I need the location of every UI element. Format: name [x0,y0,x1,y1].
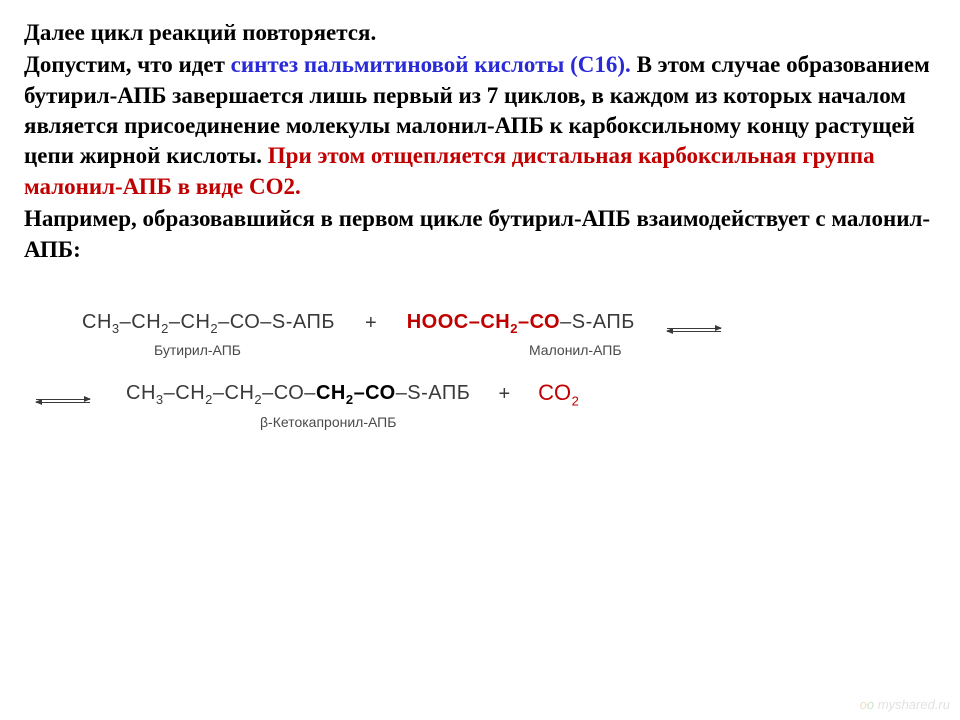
label-butyryl: Бутирил-АПБ [154,342,241,358]
f: СО [538,380,572,405]
arrow-left-icon [36,402,90,403]
arrow-right-icon [36,399,90,400]
text: Например, образовавшийся в первом цикле … [24,206,930,261]
reaction-row-2: СН3–СН2–СН2–СО–СН2–СО–S-АПБ + СО2 [24,380,936,408]
arrow-right-icon [667,328,721,329]
arrow-left-icon [667,331,721,332]
wm-o1: o [860,697,867,712]
plus-sign: + [470,383,538,406]
sub: 2 [254,392,262,407]
f: СН [316,382,346,404]
equilibrium-icon [667,328,721,332]
f: –СН [213,382,255,404]
text-part-a: Допустим, что идет [24,52,231,77]
spacer [241,342,529,358]
f: СН [126,382,156,404]
frag-bold: СН2–СО [316,382,396,404]
frag: НООС–СН [407,311,511,333]
label-malonyl: Малонил-АПБ [529,342,622,358]
f: –СН [164,382,206,404]
frag: –СН [169,311,211,333]
ketocapronyl-formula: СН3–СН2–СН2–СО–СН2–СО–S-АПБ [126,382,470,407]
frag: –СО [518,311,560,333]
sub: 2 [346,392,354,407]
equilibrium-arrows [30,383,96,406]
sub: 2 [161,321,169,336]
frag-red: НООС–СН2–СО [407,311,560,333]
reaction-block: СН3–СН2–СН2–СО–S-АПБ + НООС–СН2–СО–S-АПБ… [24,311,936,430]
f: –СО– [262,382,316,404]
butyryl-formula: СН3–СН2–СН2–СО–S-АПБ [82,311,335,336]
intro-line-1: Далее цикл реакций повторяется. [24,18,936,48]
intro-block: Допустим, что идет синтез пальмитиновой … [24,50,936,202]
frag: –СО–S-АПБ [218,311,335,333]
reaction-row-1: СН3–СН2–СН2–СО–S-АПБ + НООС–СН2–СО–S-АПБ [24,311,936,336]
reaction-labels-1: Бутирил-АПБ Малонил-АПБ [24,342,936,358]
f: –СО [354,382,396,404]
sub: 2 [205,392,213,407]
frag: СН [82,311,112,333]
equilibrium-icon [36,399,90,403]
reaction-labels-2: β-Кетокапронил-АПБ [24,414,936,430]
intro-line-3: Например, образовавшийся в первом цикле … [24,204,936,265]
sub: 3 [156,392,164,407]
equilibrium-arrows [661,312,727,335]
frag: –СН [120,311,162,333]
wm-text: myshared.ru [874,697,950,712]
frag-tail: –S-АПБ [396,382,471,404]
label-ketocapronyl: β-Кетокапронил-АПБ [260,414,396,430]
text-part-b: синтез пальмитиновой кислоты (С16). [231,52,631,77]
co2-formula: СО2 [538,380,579,408]
watermark: oo myshared.ru [860,697,950,712]
text: Далее цикл реакций повторяется. [24,20,376,45]
frag-tail: –S-АПБ [560,311,635,333]
frag: СН3–СН2–СН2–СО– [126,382,316,404]
sub: 2 [510,321,518,336]
plus-sign: + [335,312,407,335]
malonyl-formula: НООС–СН2–СО–S-АПБ [407,311,635,336]
sub: 2 [210,321,218,336]
sub: 2 [572,393,580,408]
sub: 3 [112,321,120,336]
